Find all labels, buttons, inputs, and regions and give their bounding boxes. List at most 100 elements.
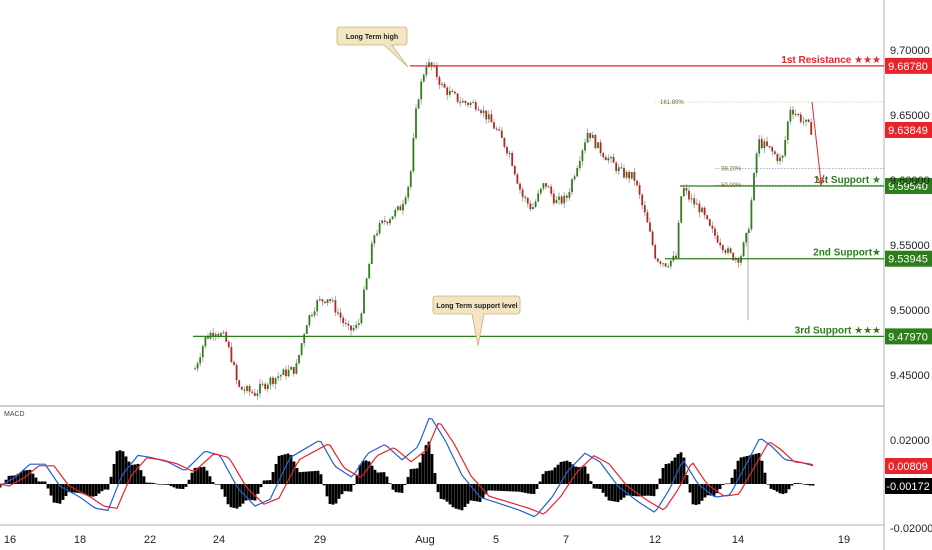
macd-histogram-bar	[244, 484, 248, 501]
candle-body	[552, 193, 555, 204]
candle-body	[760, 139, 763, 149]
macd-histogram-bar	[496, 484, 500, 491]
candle	[763, 138, 766, 154]
candle	[776, 152, 779, 165]
macd-histogram-bar	[547, 470, 551, 484]
macd-histogram-bar	[175, 484, 179, 489]
macd-histogram-bar	[664, 464, 668, 484]
levels-layer: 1st Resistance ★★★ 9.68780 1st Support ★ 9.…	[193, 55, 932, 345]
macd-histogram-bar	[268, 480, 272, 484]
candle	[698, 200, 701, 218]
price-tick-label: 9.65000	[890, 110, 930, 122]
level-name: 1st Resistance ★★★	[781, 55, 881, 66]
candle	[266, 382, 269, 393]
macd-histogram-bar	[805, 484, 809, 485]
fib-level-2: 50.00%	[715, 183, 884, 189]
price-tick-label: 9.50000	[890, 305, 930, 317]
level-price-value: 9.59540	[888, 181, 928, 193]
macd-histogram-bar	[181, 484, 185, 490]
candle-body	[732, 252, 735, 261]
candle	[802, 116, 805, 126]
candle-body	[391, 216, 394, 220]
candle	[264, 382, 267, 391]
candle-body	[342, 317, 345, 323]
candle	[448, 86, 451, 98]
macd-histogram-bar	[376, 472, 380, 484]
macd-value-tag	[885, 458, 932, 474]
candle	[695, 198, 698, 205]
macd-histogram-bar	[529, 484, 533, 494]
macd-histogram-bar	[691, 484, 695, 505]
macd-histogram-bar	[595, 484, 599, 489]
candle	[669, 260, 672, 270]
time-tick-label: 29	[314, 534, 326, 546]
callout-long-term-high: Long Term high	[336, 26, 409, 68]
candle-body	[526, 197, 529, 204]
candle-body	[493, 122, 495, 129]
macd-histogram-bar	[343, 484, 347, 492]
candle	[513, 165, 516, 177]
candle	[355, 320, 358, 331]
macd-histogram-bar	[229, 484, 233, 508]
candle	[389, 217, 391, 226]
macd-histogram-bar	[775, 484, 779, 492]
candle	[779, 153, 781, 165]
macd-histogram-bar	[298, 472, 302, 484]
candle	[558, 192, 560, 205]
candle-body	[417, 99, 420, 109]
candle	[675, 252, 677, 259]
candle	[446, 85, 449, 100]
macd-histogram-bar	[637, 484, 641, 497]
macd-histogram-bar	[364, 460, 368, 484]
candle-body	[399, 206, 402, 211]
candle-body	[708, 219, 711, 226]
candle	[519, 182, 521, 194]
macd-histogram-bar	[577, 467, 581, 484]
candle	[246, 384, 248, 394]
candle-body	[227, 341, 230, 348]
candle-body	[256, 393, 259, 396]
macd-histogram-bar	[781, 484, 785, 495]
candle-body	[446, 87, 449, 95]
candle	[755, 151, 758, 178]
candle	[407, 185, 410, 202]
macd-histogram-bar	[100, 484, 104, 492]
candle	[604, 154, 607, 161]
candle-body	[207, 336, 209, 339]
macd-histogram-bar	[151, 482, 155, 484]
candle	[508, 150, 511, 159]
candle	[612, 153, 615, 163]
candle	[732, 252, 735, 262]
macd-histogram-bar	[286, 453, 290, 484]
candle	[402, 200, 404, 215]
macd-histogram-bar	[430, 453, 434, 484]
candle	[321, 298, 324, 307]
candle	[599, 139, 602, 157]
candle	[240, 386, 243, 390]
macd-histogram-bar	[409, 469, 413, 484]
candle-body	[316, 300, 319, 312]
candle-body	[230, 347, 233, 362]
candle	[394, 207, 397, 220]
candle-body	[480, 110, 482, 114]
candle	[409, 169, 412, 191]
candle-body	[467, 102, 469, 105]
candle-body	[235, 364, 238, 381]
candle	[274, 377, 277, 390]
candle	[516, 172, 519, 185]
candle-body	[524, 196, 527, 198]
candle-body	[802, 121, 805, 123]
macd-histogram-bar	[649, 484, 653, 496]
candle-body	[623, 167, 625, 178]
candle	[620, 162, 623, 170]
candle-body	[695, 203, 698, 205]
candle-body	[420, 81, 423, 100]
candle-body	[430, 62, 433, 67]
candle-body	[498, 129, 501, 131]
candle	[204, 336, 207, 349]
candle-body	[607, 158, 610, 161]
macd-histogram-bar	[427, 441, 431, 484]
candle	[651, 229, 654, 248]
macd-histogram-bar	[373, 469, 377, 484]
candle	[365, 277, 368, 291]
